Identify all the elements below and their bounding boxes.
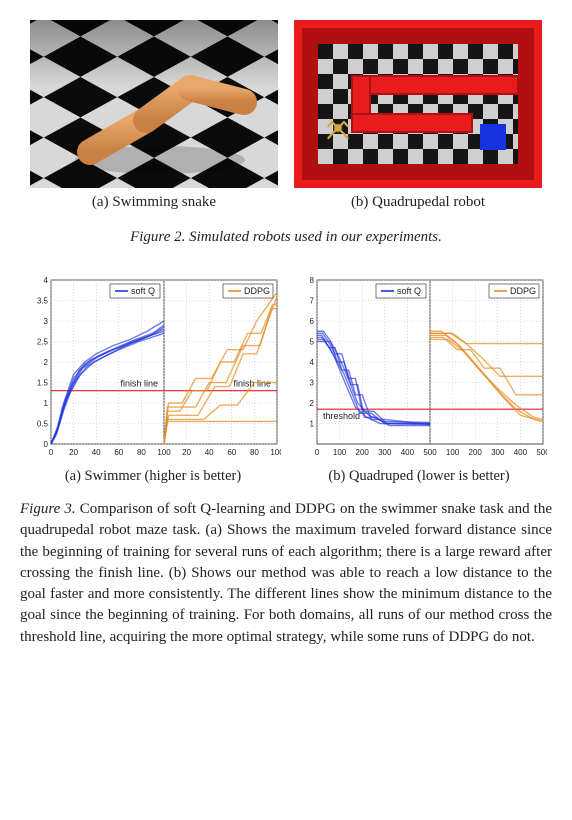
figure-2-row: (a) Swimming snake (b) Quadrupedal robot [20,20,552,211]
svg-text:0: 0 [315,448,320,457]
svg-text:200: 200 [356,448,370,457]
svg-text:DDPG: DDPG [510,286,536,296]
swimming-snake-image [30,20,278,188]
svg-text:soft Q: soft Q [131,286,155,296]
figure-3-panel-a: 00.511.522.533.5402040608010020406080100… [25,274,281,485]
svg-text:60: 60 [114,448,123,457]
svg-text:100: 100 [446,448,460,457]
svg-text:3.5: 3.5 [37,297,49,306]
svg-text:0: 0 [49,448,54,457]
figure-2-caption-lead: Figure 2. [130,229,185,245]
svg-text:40: 40 [205,448,214,457]
svg-text:8: 8 [310,276,315,285]
svg-text:100: 100 [333,448,347,457]
svg-text:threshold: threshold [323,411,360,421]
svg-text:60: 60 [227,448,236,457]
svg-text:2: 2 [44,358,49,367]
svg-text:100: 100 [270,448,281,457]
svg-text:80: 80 [137,448,146,457]
svg-text:4: 4 [310,358,315,367]
svg-text:300: 300 [378,448,392,457]
svg-text:2: 2 [310,399,315,408]
svg-text:5: 5 [310,338,315,347]
svg-text:7: 7 [310,297,315,306]
figure-3-row: 00.511.522.533.5402040608010020406080100… [20,274,552,485]
quadrupedal-robot-image [294,20,542,188]
svg-text:1.5: 1.5 [37,379,49,388]
svg-text:20: 20 [69,448,78,457]
figure-2-panel-b: (b) Quadrupedal robot [294,20,542,211]
svg-text:500: 500 [423,448,437,457]
svg-text:1: 1 [44,399,49,408]
figure-2-caption: Figure 2. Simulated robots used in our e… [20,229,552,246]
svg-text:100: 100 [157,448,171,457]
svg-text:500: 500 [536,448,547,457]
svg-text:1: 1 [310,420,315,429]
figure-2a-label: (a) Swimming snake [30,194,278,211]
svg-text:200: 200 [469,448,483,457]
figure-3b-label: (b) Quadruped (lower is better) [291,468,547,485]
svg-text:80: 80 [250,448,259,457]
figure-3-caption-rest: Comparison of soft Q-learning and DDPG o… [20,501,552,645]
swimmer-chart: 00.511.522.533.5402040608010020406080100… [25,274,281,462]
svg-text:40: 40 [92,448,101,457]
figure-2-caption-rest: Simulated robots used in our experiments… [185,229,442,245]
svg-text:0.5: 0.5 [37,420,49,429]
figure-3-panel-b: 1 2 3 4 5 6 7 8 0 100 200 300 400 500 100 200 300 400 500 t… [291,274,547,485]
svg-text:3: 3 [310,379,315,388]
svg-text:soft Q: soft Q [397,286,421,296]
svg-text:400: 400 [514,448,528,457]
svg-text:finish line: finish line [120,379,158,389]
svg-text:DDPG: DDPG [244,286,270,296]
figure-3-caption-lead: Figure 3. [20,501,76,517]
svg-text:finish line: finish line [233,379,271,389]
figure-2-panel-a: (a) Swimming snake [30,20,278,211]
svg-text:20: 20 [182,448,191,457]
svg-text:3: 3 [44,317,49,326]
figure-2b-label: (b) Quadrupedal robot [294,194,542,211]
svg-text:400: 400 [401,448,415,457]
svg-text:6: 6 [310,317,315,326]
figure-3a-label: (a) Swimmer (higher is better) [25,468,281,485]
svg-text:300: 300 [491,448,505,457]
svg-text:2.5: 2.5 [37,338,49,347]
quadruped-chart: 1 2 3 4 5 6 7 8 0 100 200 300 400 500 100 200 300 400 500 t… [291,274,547,462]
figure-3-caption: Figure 3. Comparison of soft Q-learning … [20,499,552,648]
svg-text:4: 4 [44,276,49,285]
